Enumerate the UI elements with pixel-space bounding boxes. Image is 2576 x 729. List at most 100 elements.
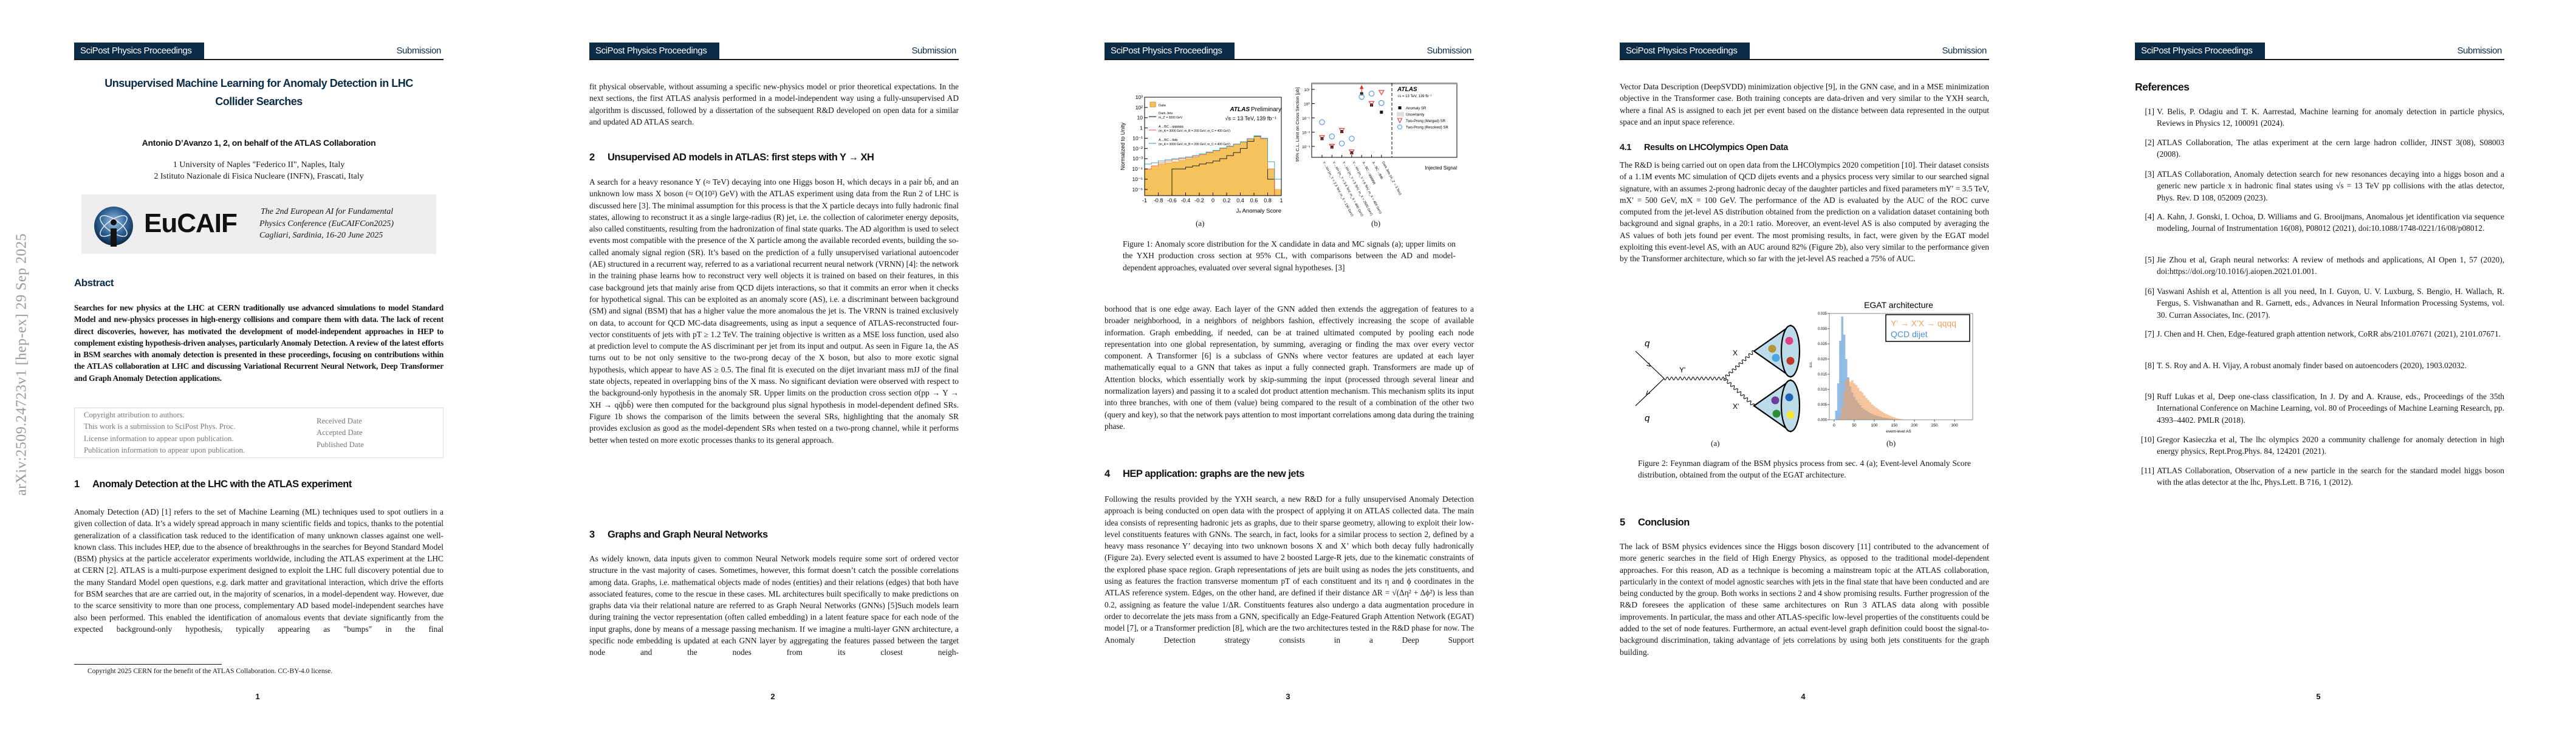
y-prime-label: Y'	[1679, 366, 1685, 374]
legend-sublabel: (m_A = 3000 GeV, m_B = 200 GeV, m_C = 40…	[1159, 143, 1230, 146]
plot-frame	[1829, 313, 1973, 420]
jet-ellipse	[1780, 324, 1801, 378]
publication-line: Publication information to appear upon p…	[84, 445, 245, 454]
reference-item: [7] J. Chen and H. Chen, Edge-featured gr…	[2135, 328, 2504, 340]
page-3: SciPost Physics Proceedings Submission -…	[1030, 0, 1546, 729]
reference-number: [3]	[2145, 169, 2154, 179]
x-tick-label: 0	[1833, 423, 1835, 428]
y-tick-label: 10¹	[1304, 88, 1310, 92]
section-title: Unsupervised AD models in ATLAS: first s…	[608, 152, 874, 163]
section-number: 2	[589, 152, 595, 163]
y-tick-label: 10⁻¹	[1132, 135, 1143, 141]
journal-header: SciPost Physics Proceedings	[74, 43, 204, 59]
jet-constituent-dot	[1768, 344, 1776, 353]
paper-title: Unsupervised Machine Learning for Anomal…	[104, 77, 413, 108]
figure-1-caption: Figure 1: Anomaly score distribution for…	[1123, 239, 1456, 272]
histogram-bar	[1899, 419, 1902, 420]
histogram-bar	[1897, 419, 1900, 420]
header-rule	[1620, 59, 1989, 60]
y-tick-label: 10⁻¹	[1302, 117, 1310, 121]
section-5-heading: 5 Conclusion	[1620, 516, 1690, 529]
header-rule	[74, 59, 444, 60]
section-title: Graphs and Graph Neural Networks	[608, 529, 768, 540]
x-axis-label: event-level AS	[1886, 430, 1911, 434]
x-tick-label: 0.2	[1223, 197, 1231, 204]
y-tick-label: 0.010	[1818, 388, 1828, 392]
section-1-paragraph: Anomaly Detection (AD) [1] refers to the…	[74, 507, 444, 634]
histogram-bar	[1889, 416, 1892, 420]
x-tick-label: 150	[1891, 423, 1898, 428]
page-number: 5	[2316, 692, 2321, 701]
y-tick-label: 0.025	[1818, 343, 1828, 346]
y-tick-label: 0.000	[1818, 419, 1828, 422]
legend-label: A→BC→tbtb	[1159, 139, 1177, 142]
conference-line-3: Cagliari, Sardinia, 16-20 June 2025	[259, 231, 383, 240]
reference-number: [5]	[2145, 255, 2154, 264]
histogram-bar	[1871, 405, 1874, 420]
legend-label: Two-Prong (Resolved) SR	[1406, 126, 1448, 130]
resolved-sr-point	[1329, 133, 1335, 140]
jet-ellipse	[1780, 379, 1801, 433]
journal-header: SciPost Physics Proceedings	[2135, 43, 2265, 59]
accepted-date: Accepted Date	[317, 428, 363, 437]
histogram-bar	[1883, 413, 1886, 420]
histogram-bar	[1859, 391, 1862, 420]
x-tick-label: 200	[1911, 423, 1918, 428]
x-prime-propagator	[1723, 378, 1755, 406]
resolved-sr-point	[1379, 100, 1385, 106]
resolved-sr-point	[1368, 91, 1375, 97]
x-tick-label: 50	[1852, 423, 1857, 428]
figure-1a-label: (a)	[1196, 219, 1205, 228]
reference-item: [3] ATLAS Collaboration, Anomaly detectio…	[2135, 168, 2504, 204]
reference-number: [11]	[2141, 466, 2154, 475]
anomaly-sr-point	[1350, 151, 1354, 155]
legend-swatch	[1149, 101, 1156, 108]
x-tick-label: -0.8	[1154, 197, 1163, 204]
submission-label: Submission	[1942, 46, 1987, 56]
histogram-bar	[1839, 341, 1841, 420]
page-number: 4	[1801, 692, 1806, 701]
x-tick-label: 0	[1211, 197, 1214, 204]
y-tick-label: 10⁻²	[1302, 131, 1310, 135]
top-band	[1312, 83, 1457, 84]
x-label: X	[1733, 349, 1738, 357]
journal-header: SciPost Physics Proceedings	[589, 43, 719, 59]
reference-text: Ruff Lukas et al, Deep one-class classif…	[2157, 392, 2504, 425]
resolved-sr-point	[1319, 119, 1325, 125]
x-tick-label: -0.2	[1194, 197, 1204, 204]
histogram-bar	[1873, 406, 1875, 420]
merged-sr-point	[1329, 143, 1335, 149]
copyright-line: Copyright attribution to authors.	[84, 411, 185, 419]
section-title: HEP application: graphs are the new jets	[1123, 468, 1304, 479]
reference-number: [2]	[2145, 138, 2154, 147]
merged-sr-point	[1319, 135, 1325, 141]
histogram-bar	[1847, 378, 1849, 420]
merged-sr-point	[1368, 101, 1375, 107]
conference-line-1: The 2nd European AI for Fundamental	[261, 207, 394, 216]
page-5: SciPost Physics Proceedings Submission R…	[2061, 0, 2576, 729]
histogram-bar	[1841, 408, 1844, 420]
reference-text: Jie Zhou et al, Graph neural networks: A…	[2157, 255, 2504, 276]
atlas-label: ATLAS	[1397, 86, 1417, 93]
histogram-bar	[1835, 411, 1838, 420]
reference-number: [8]	[2145, 361, 2154, 370]
merged-sr-point	[1378, 90, 1385, 95]
reference-text: ATLAS Collaboration, Observation of a ne…	[2157, 466, 2504, 487]
histogram-bar	[1839, 417, 1841, 420]
y-tick-label: 10	[1137, 115, 1143, 121]
x-tick-label: 0.4	[1236, 197, 1244, 204]
section-3-paragraph-continued: borhood that is one edge away. Each laye…	[1105, 304, 1474, 431]
histogram-bar	[1877, 409, 1880, 420]
x-tick-label: -0.4	[1181, 197, 1191, 204]
y-tick-label: 0.015	[1818, 373, 1828, 377]
conference-banner: EuCAIF The 2nd European AI for Fundament…	[81, 194, 436, 254]
arrow-icon	[1646, 390, 1651, 395]
page-number: 3	[1286, 692, 1290, 701]
figure-1a-anomaly-score-histogram: -1 -0.8 -0.6 -0.4 -0.2 0 0.2 0.4 0.6 0.8 1 10³ 10² 10…	[1120, 94, 1283, 214]
y-axis-label: a.u.	[1809, 361, 1813, 368]
legend-label-qcd: QCD dijet	[1891, 329, 1928, 339]
submission-label: Submission	[911, 46, 956, 56]
histogram-bar	[1863, 395, 1866, 420]
energy-label: √s = 13 TeV, 139 fb⁻¹	[1397, 94, 1431, 98]
figure-2a-label: (a)	[1711, 439, 1720, 448]
